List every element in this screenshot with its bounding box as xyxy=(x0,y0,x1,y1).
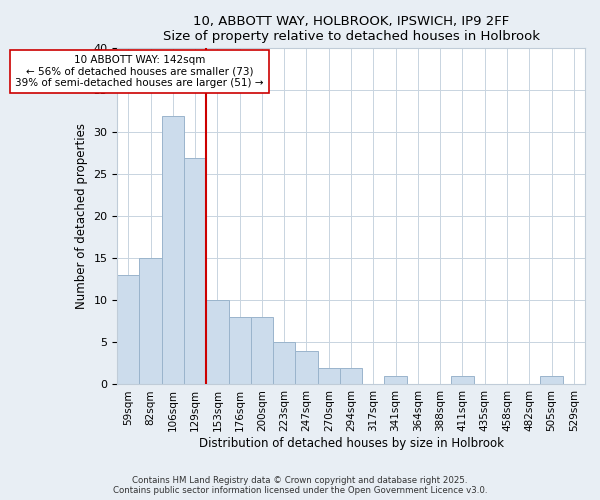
Bar xyxy=(295,351,317,384)
Bar xyxy=(451,376,473,384)
Bar xyxy=(206,300,229,384)
Bar xyxy=(184,158,206,384)
Title: 10, ABBOTT WAY, HOLBROOK, IPSWICH, IP9 2FF
Size of property relative to detached: 10, ABBOTT WAY, HOLBROOK, IPSWICH, IP9 2… xyxy=(163,15,539,43)
X-axis label: Distribution of detached houses by size in Holbrook: Distribution of detached houses by size … xyxy=(199,437,503,450)
Bar xyxy=(139,258,161,384)
Bar xyxy=(541,376,563,384)
Bar xyxy=(273,342,295,384)
Bar xyxy=(251,317,273,384)
Bar xyxy=(385,376,407,384)
Bar xyxy=(161,116,184,384)
Bar xyxy=(117,275,139,384)
Bar xyxy=(317,368,340,384)
Bar xyxy=(340,368,362,384)
Text: Contains HM Land Registry data © Crown copyright and database right 2025.
Contai: Contains HM Land Registry data © Crown c… xyxy=(113,476,487,495)
Text: 10 ABBOTT WAY: 142sqm
← 56% of detached houses are smaller (73)
39% of semi-deta: 10 ABBOTT WAY: 142sqm ← 56% of detached … xyxy=(15,55,263,88)
Bar xyxy=(229,317,251,384)
Y-axis label: Number of detached properties: Number of detached properties xyxy=(75,124,88,310)
